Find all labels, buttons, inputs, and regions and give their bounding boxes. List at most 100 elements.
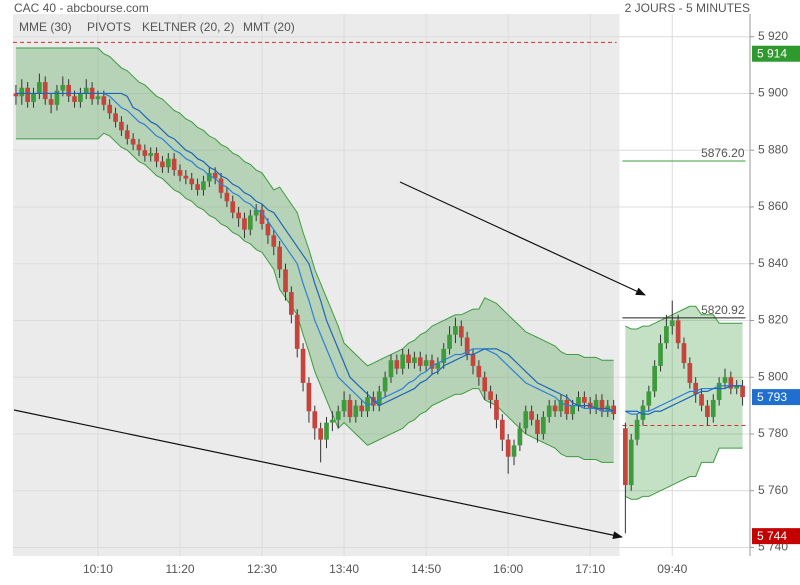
candle-body [165, 158, 171, 168]
candle-body [646, 391, 652, 406]
candle-body [406, 354, 411, 364]
x-tick-label: 11:20 [165, 562, 194, 576]
keltner-band [15, 48, 614, 463]
keltner-upper [15, 47, 743, 367]
y-tick-label: 5 860 [758, 199, 788, 213]
candle-body [13, 93, 19, 97]
price-tag-label: 5 793 [757, 390, 787, 404]
x-tick-label: 16:00 [493, 562, 523, 576]
y-tick-label: 5 840 [758, 256, 788, 270]
legend-entry: MME (30) [19, 20, 72, 34]
candle-body [353, 405, 359, 417]
candle-body [511, 445, 517, 457]
candle-body [576, 397, 581, 406]
candle-body [599, 399, 605, 412]
candle-body [699, 394, 704, 406]
candle-body [195, 184, 200, 190]
candle-body [101, 96, 107, 105]
candle-body [376, 391, 382, 406]
price-tag-label: 5 744 [757, 529, 787, 543]
annotation-arrow [13, 409, 623, 540]
candle-body [423, 360, 429, 366]
candle-body [124, 130, 130, 139]
y-tick-label: 5 820 [758, 313, 788, 327]
x-tick-label: 14:50 [411, 562, 441, 576]
candle-body [42, 82, 48, 100]
level-label: 5820.92 [701, 303, 745, 317]
candle-body [552, 405, 558, 412]
candle-body [324, 422, 329, 440]
candle-body [19, 87, 25, 97]
candle-body [294, 314, 300, 349]
candle-body [740, 385, 745, 398]
candle-body [546, 405, 552, 417]
candle-body [83, 87, 89, 94]
candle-body [242, 218, 247, 230]
candle-body [494, 399, 499, 420]
candle-body [341, 399, 347, 412]
legend-entry: KELTNER (20, 2) [142, 20, 234, 34]
candle-body [113, 113, 118, 122]
candle-body [230, 201, 236, 213]
mme-line [15, 92, 743, 415]
candle-body [107, 104, 113, 114]
candle-body [48, 99, 54, 105]
price-tag [752, 389, 800, 406]
candle-body [189, 178, 195, 185]
candle-body [265, 223, 271, 236]
candle-body [417, 357, 423, 366]
candle-body [722, 377, 728, 383]
candle-body [628, 439, 634, 486]
candle-body [253, 209, 259, 216]
candle-body [183, 175, 189, 179]
candle-body [306, 382, 312, 412]
x-tick-label: 09:40 [657, 562, 687, 576]
candle-body [394, 360, 400, 369]
y-tick-label: 5 760 [758, 483, 788, 497]
legend-entry: MMT (20) [243, 20, 295, 34]
candle-body [247, 215, 253, 230]
candle-body [177, 170, 183, 176]
candle-body [523, 411, 529, 429]
candle-body [66, 84, 72, 97]
keltner-lower [15, 132, 743, 500]
candle-body [31, 93, 36, 102]
y-tick-label: 5 880 [758, 142, 788, 156]
candle-body [371, 397, 376, 406]
candle-body [95, 96, 101, 100]
candle-body [54, 90, 60, 105]
candle-body [582, 397, 587, 403]
candle-body [658, 343, 663, 366]
x-tick-label: 12:30 [247, 562, 277, 576]
candle-body [60, 84, 66, 91]
candle-body [72, 96, 77, 102]
candle-body [206, 172, 212, 182]
candle-body [728, 377, 734, 389]
candle-body [441, 348, 447, 364]
candle-body [640, 405, 646, 420]
candle-body [447, 334, 452, 349]
candle-body [412, 357, 417, 364]
candle-body [476, 365, 482, 378]
y-tick-label: 5 920 [758, 29, 788, 43]
candle-body [669, 320, 675, 327]
candle-body [458, 326, 464, 338]
candle-body [464, 337, 470, 355]
candle-body [453, 326, 458, 335]
candle-body [470, 354, 476, 366]
annotation-arrow [399, 181, 646, 296]
candle-body [517, 428, 523, 446]
session-background [13, 14, 620, 556]
candle-body [382, 377, 388, 392]
x-tick-label: 17:10 [575, 562, 605, 576]
candle-body [705, 405, 710, 417]
candle-body [130, 138, 136, 145]
price-tag [752, 528, 800, 545]
chart-subtitle: 2 JOURS - 5 MINUTES [625, 1, 750, 15]
candle-body [312, 411, 318, 429]
candle-body [37, 82, 42, 94]
candle-body [734, 385, 740, 389]
candle-body [259, 209, 265, 224]
